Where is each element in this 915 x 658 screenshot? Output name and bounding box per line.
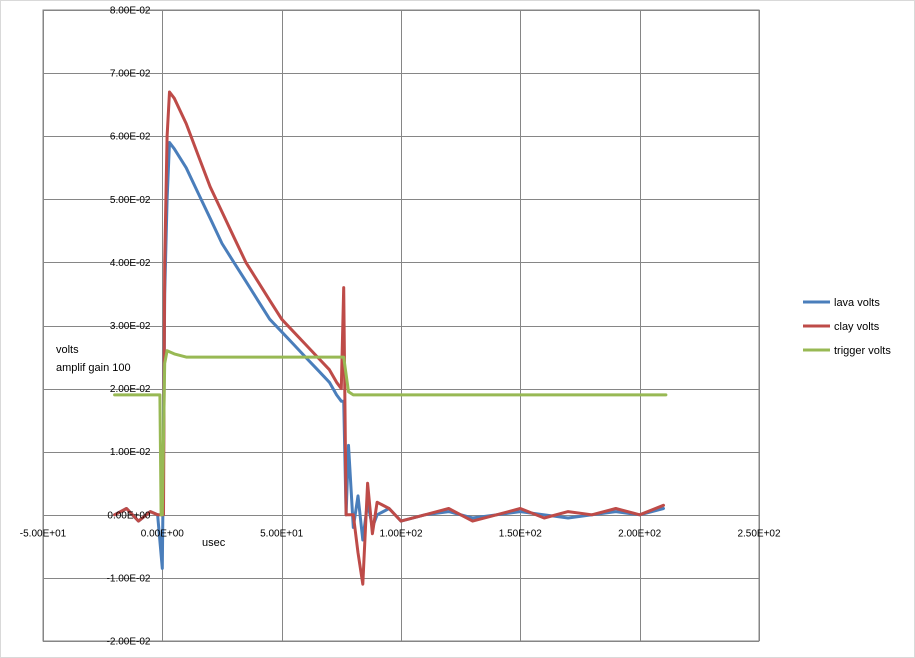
x-tick-label: 0.00E+00 <box>141 529 185 540</box>
x-tick-label: 2.00E+02 <box>618 529 662 540</box>
x-tick-label: 2.50E+02 <box>737 529 781 540</box>
y-axis-label-line2: amplif gain 100 <box>56 362 131 374</box>
y-tick-label: 2.00E-02 <box>110 384 151 395</box>
y-tick-label: 0.00E+00 <box>107 510 151 521</box>
series-lines <box>113 90 668 586</box>
y-tick-label: 4.00E-02 <box>110 258 151 269</box>
y-tick-label: -1.00E-02 <box>107 573 151 584</box>
legend-label: clay volts <box>834 321 880 333</box>
x-tick-label: 5.00E+01 <box>260 529 304 540</box>
y-tick-label: 1.00E-02 <box>110 447 151 458</box>
y-tick-label: 7.00E-02 <box>110 69 151 80</box>
legend: lava volts clay volts trigger volts <box>803 297 891 357</box>
y-tick-label: 8.00E-02 <box>110 6 151 17</box>
x-tick-label: 1.00E+02 <box>379 529 423 540</box>
x-tick-label: -5.00E+01 <box>20 529 67 540</box>
tick-labels: -2.00E-02 -1.00E-02 0.00E+00 1.00E-02 2.00E-… <box>20 6 781 648</box>
y-axis-label-line1: volts <box>56 344 79 356</box>
y-tick-label: 3.00E-02 <box>110 321 151 332</box>
legend-label: trigger volts <box>834 345 891 357</box>
series-line-trigger-volts <box>113 349 668 517</box>
x-tick-label: 1.50E+02 <box>499 529 543 540</box>
series-line-clay-volts <box>113 90 665 586</box>
legend-label: lava volts <box>834 297 880 309</box>
x-axis-label: usec <box>202 537 226 549</box>
y-tick-label: 6.00E-02 <box>110 132 151 143</box>
y-tick-label: 5.00E-02 <box>110 195 151 206</box>
y-tick-label: -2.00E-02 <box>107 637 151 648</box>
